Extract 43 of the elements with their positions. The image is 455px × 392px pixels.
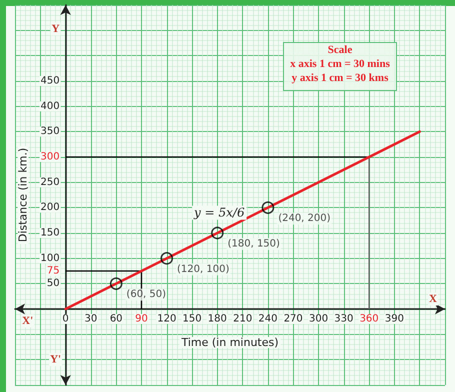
x-tick-label: 90 <box>135 314 148 324</box>
y-tick-label: 150 <box>40 228 60 238</box>
y-tick-label: 100 <box>40 252 60 264</box>
x-tick-label: 120 <box>157 314 176 324</box>
point <box>211 226 224 240</box>
y-tick-label: 400 <box>40 100 60 112</box>
x-tick-label: 0 <box>62 314 69 324</box>
y-axis-title: Distance (in km.) <box>16 148 30 242</box>
point <box>160 252 174 265</box>
data-label: (180, 150) <box>228 238 280 250</box>
line-series <box>64 130 421 310</box>
x-tick-label: 180 <box>208 314 227 324</box>
y-tick-label: 350 <box>40 126 60 138</box>
annotation: X' <box>22 315 34 327</box>
y-tick-label: 450 <box>40 76 60 86</box>
annotation: y axis 1 cm = 30 kms <box>292 72 390 84</box>
x-tick-label: 270 <box>284 314 303 324</box>
data-label: (240, 200) <box>278 213 331 224</box>
x-tick-label: 300 <box>308 314 328 324</box>
x-tick-label: 150 <box>182 314 202 324</box>
point <box>110 277 122 290</box>
point <box>262 201 274 214</box>
x-tick-label: 210 <box>233 314 252 324</box>
annotation: x axis 1 cm = 30 mins <box>290 58 391 70</box>
y-tick-label: 200 <box>40 202 60 214</box>
data-label: (60, 50) <box>126 289 166 300</box>
x-axis-title: Time (in minutes) <box>180 336 279 349</box>
annotation: Scale <box>328 44 352 56</box>
x-tick-label: 30 <box>84 314 98 324</box>
annotation: Y <box>52 23 60 35</box>
y-tick-label: 250 <box>40 176 60 188</box>
y-tick-label: 75 <box>46 266 60 276</box>
y-tick-label: 50 <box>46 278 60 290</box>
x-tick-label: 390 <box>384 314 404 324</box>
annotation: y = 5x/6 <box>193 206 245 220</box>
x-tick-label: 240 <box>258 314 278 324</box>
x-tick-label: 60 <box>110 314 123 324</box>
annotation: Y' <box>50 354 62 366</box>
x-tick-label: 360 <box>360 314 379 324</box>
y-tick-label: 300 <box>40 152 60 162</box>
data-label: (120, 100) <box>177 264 230 275</box>
annotation: X <box>429 293 438 305</box>
x-tick-label: 330 <box>334 314 354 324</box>
